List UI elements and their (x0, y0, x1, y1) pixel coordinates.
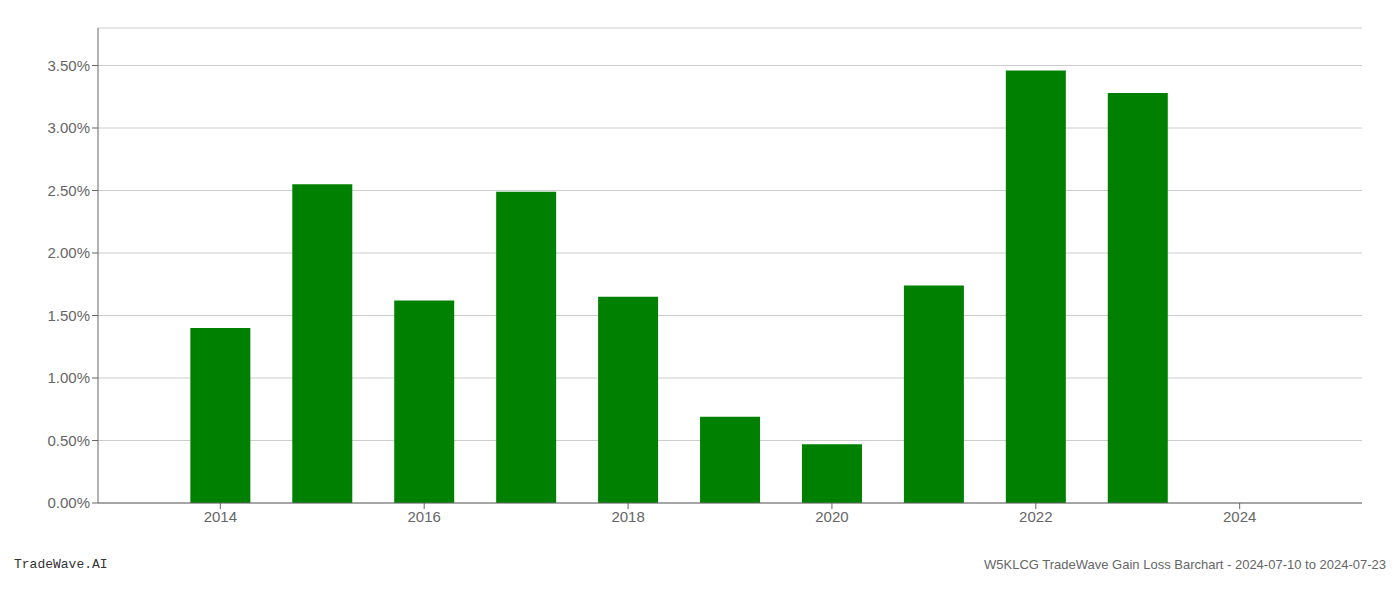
svg-text:0.50%: 0.50% (47, 432, 90, 449)
svg-text:3.00%: 3.00% (47, 119, 90, 136)
svg-text:1.50%: 1.50% (47, 307, 90, 324)
svg-text:2016: 2016 (408, 508, 441, 525)
svg-text:1.00%: 1.00% (47, 369, 90, 386)
svg-text:2024: 2024 (1223, 508, 1256, 525)
svg-text:2014: 2014 (204, 508, 237, 525)
html-text:TradeWave.AI: TradeWave.AI (14, 557, 108, 572)
svg-text:2.00%: 2.00% (47, 244, 90, 261)
svg-text:3.50%: 3.50% (47, 57, 90, 74)
svg-text:0.00%: 0.00% (47, 494, 90, 511)
html-text:W5KLCG TradeWave Gain Loss Bar: W5KLCG TradeWave Gain Loss Barchart - 20… (984, 557, 1386, 572)
svg-text:2.50%: 2.50% (47, 182, 90, 199)
svg-text:2022: 2022 (1019, 508, 1052, 525)
svg-text:2018: 2018 (611, 508, 644, 525)
svg-text:2020: 2020 (815, 508, 848, 525)
